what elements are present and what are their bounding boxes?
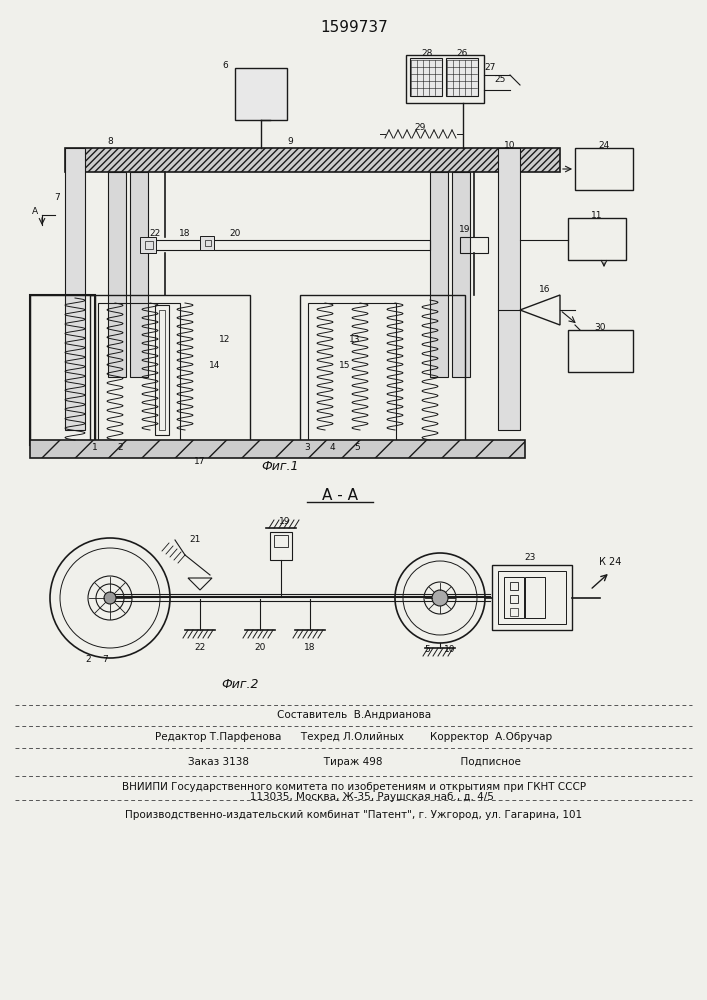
- Text: 19: 19: [279, 518, 291, 526]
- Text: 28: 28: [421, 48, 433, 57]
- Text: 9: 9: [287, 137, 293, 146]
- Text: Составитель  В.Андрианова: Составитель В.Андрианова: [277, 710, 431, 720]
- Text: 23: 23: [525, 554, 536, 562]
- Text: 15: 15: [339, 360, 351, 369]
- Text: А: А: [32, 208, 38, 217]
- Text: 11: 11: [591, 211, 603, 220]
- Text: 7: 7: [54, 192, 60, 202]
- Bar: [140, 237, 156, 253]
- Text: 10: 10: [504, 140, 515, 149]
- Bar: [525, 577, 545, 618]
- Text: Редактор Т.Парфенова      Техред Л.Олийных        Корректор  А.Обручар: Редактор Т.Парфенова Техред Л.Олийных Ко…: [156, 732, 553, 742]
- Text: 25: 25: [494, 76, 506, 85]
- Text: 22: 22: [149, 230, 160, 238]
- Bar: [270, 532, 292, 560]
- Text: 1599737: 1599737: [320, 20, 388, 35]
- Bar: [130, 172, 148, 377]
- Bar: [446, 58, 478, 96]
- Bar: [308, 303, 396, 441]
- Bar: [406, 55, 484, 103]
- Bar: [575, 148, 633, 190]
- Text: 17: 17: [194, 458, 206, 466]
- Bar: [498, 571, 566, 624]
- Text: 27: 27: [484, 64, 496, 73]
- Text: 7: 7: [102, 656, 108, 664]
- Text: 12: 12: [219, 336, 230, 344]
- Bar: [235, 68, 287, 120]
- Bar: [30, 295, 95, 445]
- Bar: [430, 172, 448, 377]
- Text: 22: 22: [194, 644, 206, 652]
- Text: 2: 2: [85, 656, 90, 664]
- Bar: [145, 241, 153, 249]
- Text: 3: 3: [304, 444, 310, 452]
- Bar: [30, 295, 95, 445]
- Text: Заказ 3138                       Тираж 498                        Подписное: Заказ 3138 Тираж 498 Подписное: [187, 757, 520, 767]
- Bar: [504, 577, 524, 618]
- Bar: [460, 237, 488, 253]
- Bar: [108, 172, 126, 377]
- Bar: [274, 535, 288, 547]
- Text: 14: 14: [209, 360, 221, 369]
- Text: 1: 1: [92, 444, 98, 452]
- Text: 18: 18: [304, 644, 316, 652]
- Text: Фиг.1: Фиг.1: [262, 460, 299, 474]
- Text: Фиг.2: Фиг.2: [221, 678, 259, 692]
- Bar: [510, 595, 518, 603]
- Text: 19: 19: [460, 226, 471, 234]
- Bar: [410, 58, 442, 96]
- Bar: [498, 148, 520, 430]
- Text: Производственно-издательский комбинат "Патент", г. Ужгород, ул. Гагарина, 101: Производственно-издательский комбинат "П…: [125, 810, 583, 820]
- Text: 5: 5: [424, 646, 430, 654]
- Text: 30: 30: [595, 322, 606, 332]
- Text: 20: 20: [255, 644, 266, 652]
- Circle shape: [432, 590, 448, 606]
- Text: 6: 6: [222, 60, 228, 70]
- Bar: [492, 565, 572, 630]
- Text: 20: 20: [229, 230, 240, 238]
- Bar: [90, 295, 250, 445]
- Text: 10: 10: [444, 646, 456, 654]
- Text: 29: 29: [414, 123, 426, 132]
- Bar: [452, 172, 470, 377]
- Bar: [205, 240, 211, 246]
- Text: 21: 21: [189, 536, 201, 544]
- Bar: [159, 310, 165, 430]
- Bar: [155, 305, 169, 435]
- Bar: [65, 148, 560, 172]
- Text: К 24: К 24: [599, 557, 621, 567]
- Text: 24: 24: [598, 140, 609, 149]
- Bar: [510, 582, 518, 590]
- Text: 8: 8: [107, 137, 113, 146]
- Text: 26: 26: [456, 48, 468, 57]
- Bar: [510, 608, 518, 616]
- Text: 4: 4: [329, 444, 335, 452]
- Text: 13: 13: [349, 336, 361, 344]
- Text: 16: 16: [539, 286, 551, 294]
- Circle shape: [104, 592, 116, 604]
- Bar: [65, 148, 85, 430]
- Text: 18: 18: [180, 230, 191, 238]
- Text: 113035, Москва, Ж-35, Раушская наб., д. 4/5: 113035, Москва, Ж-35, Раушская наб., д. …: [214, 792, 494, 802]
- Bar: [148, 240, 430, 250]
- Bar: [98, 303, 180, 441]
- Bar: [300, 295, 465, 445]
- Bar: [568, 218, 626, 260]
- Text: 5: 5: [354, 444, 360, 452]
- Bar: [30, 440, 525, 458]
- Bar: [200, 236, 214, 250]
- Bar: [568, 330, 633, 372]
- Text: А - А: А - А: [322, 488, 358, 502]
- Text: 2: 2: [117, 444, 123, 452]
- Text: ВНИИПИ Государственного комитета по изобретениям и открытиям при ГКНТ СССР: ВНИИПИ Государственного комитета по изоб…: [122, 782, 586, 792]
